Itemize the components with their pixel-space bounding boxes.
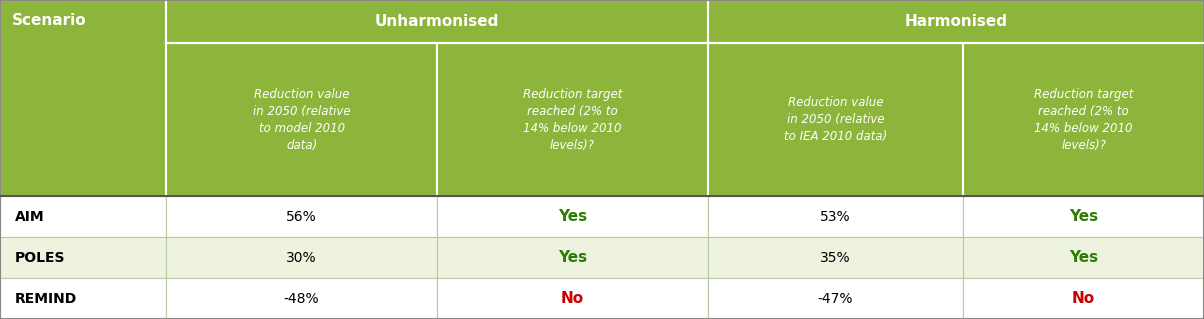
Text: 56%: 56% [287, 210, 317, 224]
Text: Reduction target
reached (2% to
14% below 2010
levels)?: Reduction target reached (2% to 14% belo… [523, 88, 622, 152]
FancyBboxPatch shape [166, 43, 437, 196]
Text: Scenario: Scenario [12, 13, 87, 28]
FancyBboxPatch shape [0, 196, 166, 237]
Text: 53%: 53% [820, 210, 851, 224]
Text: REMIND: REMIND [14, 292, 77, 306]
FancyBboxPatch shape [0, 237, 166, 278]
FancyBboxPatch shape [963, 43, 1204, 196]
Text: POLES: POLES [14, 251, 65, 264]
FancyBboxPatch shape [437, 278, 708, 319]
FancyBboxPatch shape [963, 237, 1204, 278]
Text: Yes: Yes [1069, 250, 1098, 265]
FancyBboxPatch shape [0, 278, 166, 319]
Text: -48%: -48% [284, 292, 319, 306]
Text: No: No [561, 291, 584, 306]
FancyBboxPatch shape [166, 0, 708, 43]
FancyBboxPatch shape [166, 278, 437, 319]
Text: Yes: Yes [557, 250, 588, 265]
Text: No: No [1072, 291, 1096, 306]
Text: Yes: Yes [557, 209, 588, 224]
FancyBboxPatch shape [166, 237, 437, 278]
FancyBboxPatch shape [437, 237, 708, 278]
FancyBboxPatch shape [437, 196, 708, 237]
FancyBboxPatch shape [0, 0, 166, 196]
Text: Yes: Yes [1069, 209, 1098, 224]
FancyBboxPatch shape [437, 43, 708, 196]
FancyBboxPatch shape [963, 278, 1204, 319]
FancyBboxPatch shape [708, 237, 963, 278]
Text: Reduction value
in 2050 (relative
to model 2010
data): Reduction value in 2050 (relative to mod… [253, 88, 350, 152]
FancyBboxPatch shape [963, 196, 1204, 237]
FancyBboxPatch shape [708, 0, 1204, 43]
Text: -47%: -47% [818, 292, 854, 306]
FancyBboxPatch shape [708, 196, 963, 237]
FancyBboxPatch shape [708, 278, 963, 319]
Text: 30%: 30% [287, 251, 317, 264]
Text: Reduction value
in 2050 (relative
to IEA 2010 data): Reduction value in 2050 (relative to IEA… [784, 96, 887, 143]
FancyBboxPatch shape [708, 43, 963, 196]
Text: Reduction target
reached (2% to
14% below 2010
levels)?: Reduction target reached (2% to 14% belo… [1034, 88, 1133, 152]
Text: Unharmonised: Unharmonised [374, 14, 500, 29]
Text: 35%: 35% [820, 251, 851, 264]
FancyBboxPatch shape [166, 196, 437, 237]
Text: Harmonised: Harmonised [904, 14, 1008, 29]
Text: AIM: AIM [14, 210, 45, 224]
